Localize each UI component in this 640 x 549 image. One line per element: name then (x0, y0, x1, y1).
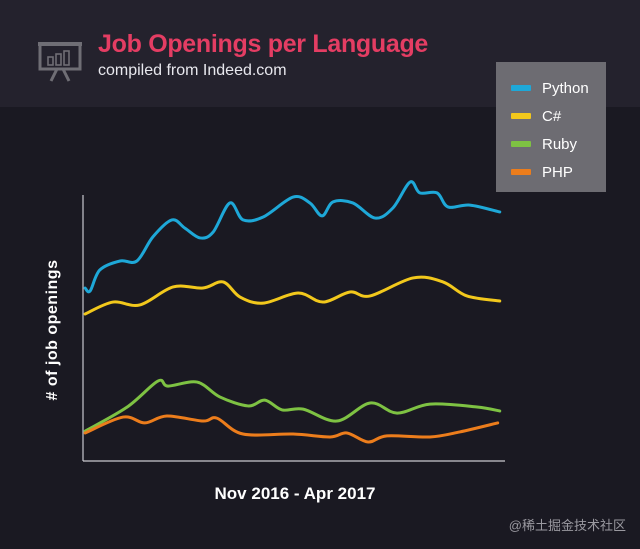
legend-swatch-csharp (511, 113, 531, 119)
legend-item-ruby: Ruby (511, 134, 577, 154)
chart-subtitle: compiled from Indeed.com (98, 62, 287, 79)
series-layer (83, 180, 502, 444)
watermark: @稀土掘金技术社区 (508, 518, 626, 533)
legend-label: Ruby (542, 135, 578, 153)
legend-swatch-python (511, 85, 531, 91)
legend-swatch-php (511, 169, 531, 175)
series-line-php (83, 414, 500, 444)
legend-item-php: PHP (511, 162, 573, 182)
y-axis-label: # of job openings (44, 259, 61, 401)
legend-swatch-ruby (511, 141, 531, 147)
legend-item-python: Python (511, 78, 589, 98)
x-axis-label: Nov 2016 - Apr 2017 (214, 484, 376, 503)
legend: Python C# Ruby PHP (496, 62, 606, 192)
series-line-python (83, 180, 502, 294)
series-line-csharp (83, 275, 502, 316)
chart-title: Job Openings per Language (98, 30, 429, 58)
legend-item-csharp: C# (511, 106, 561, 126)
series-line-ruby (83, 378, 502, 433)
legend-label: C# (542, 107, 562, 125)
presentation-chart-icon (38, 42, 82, 82)
legend-label: Python (542, 79, 589, 97)
legend-label: PHP (542, 163, 573, 181)
